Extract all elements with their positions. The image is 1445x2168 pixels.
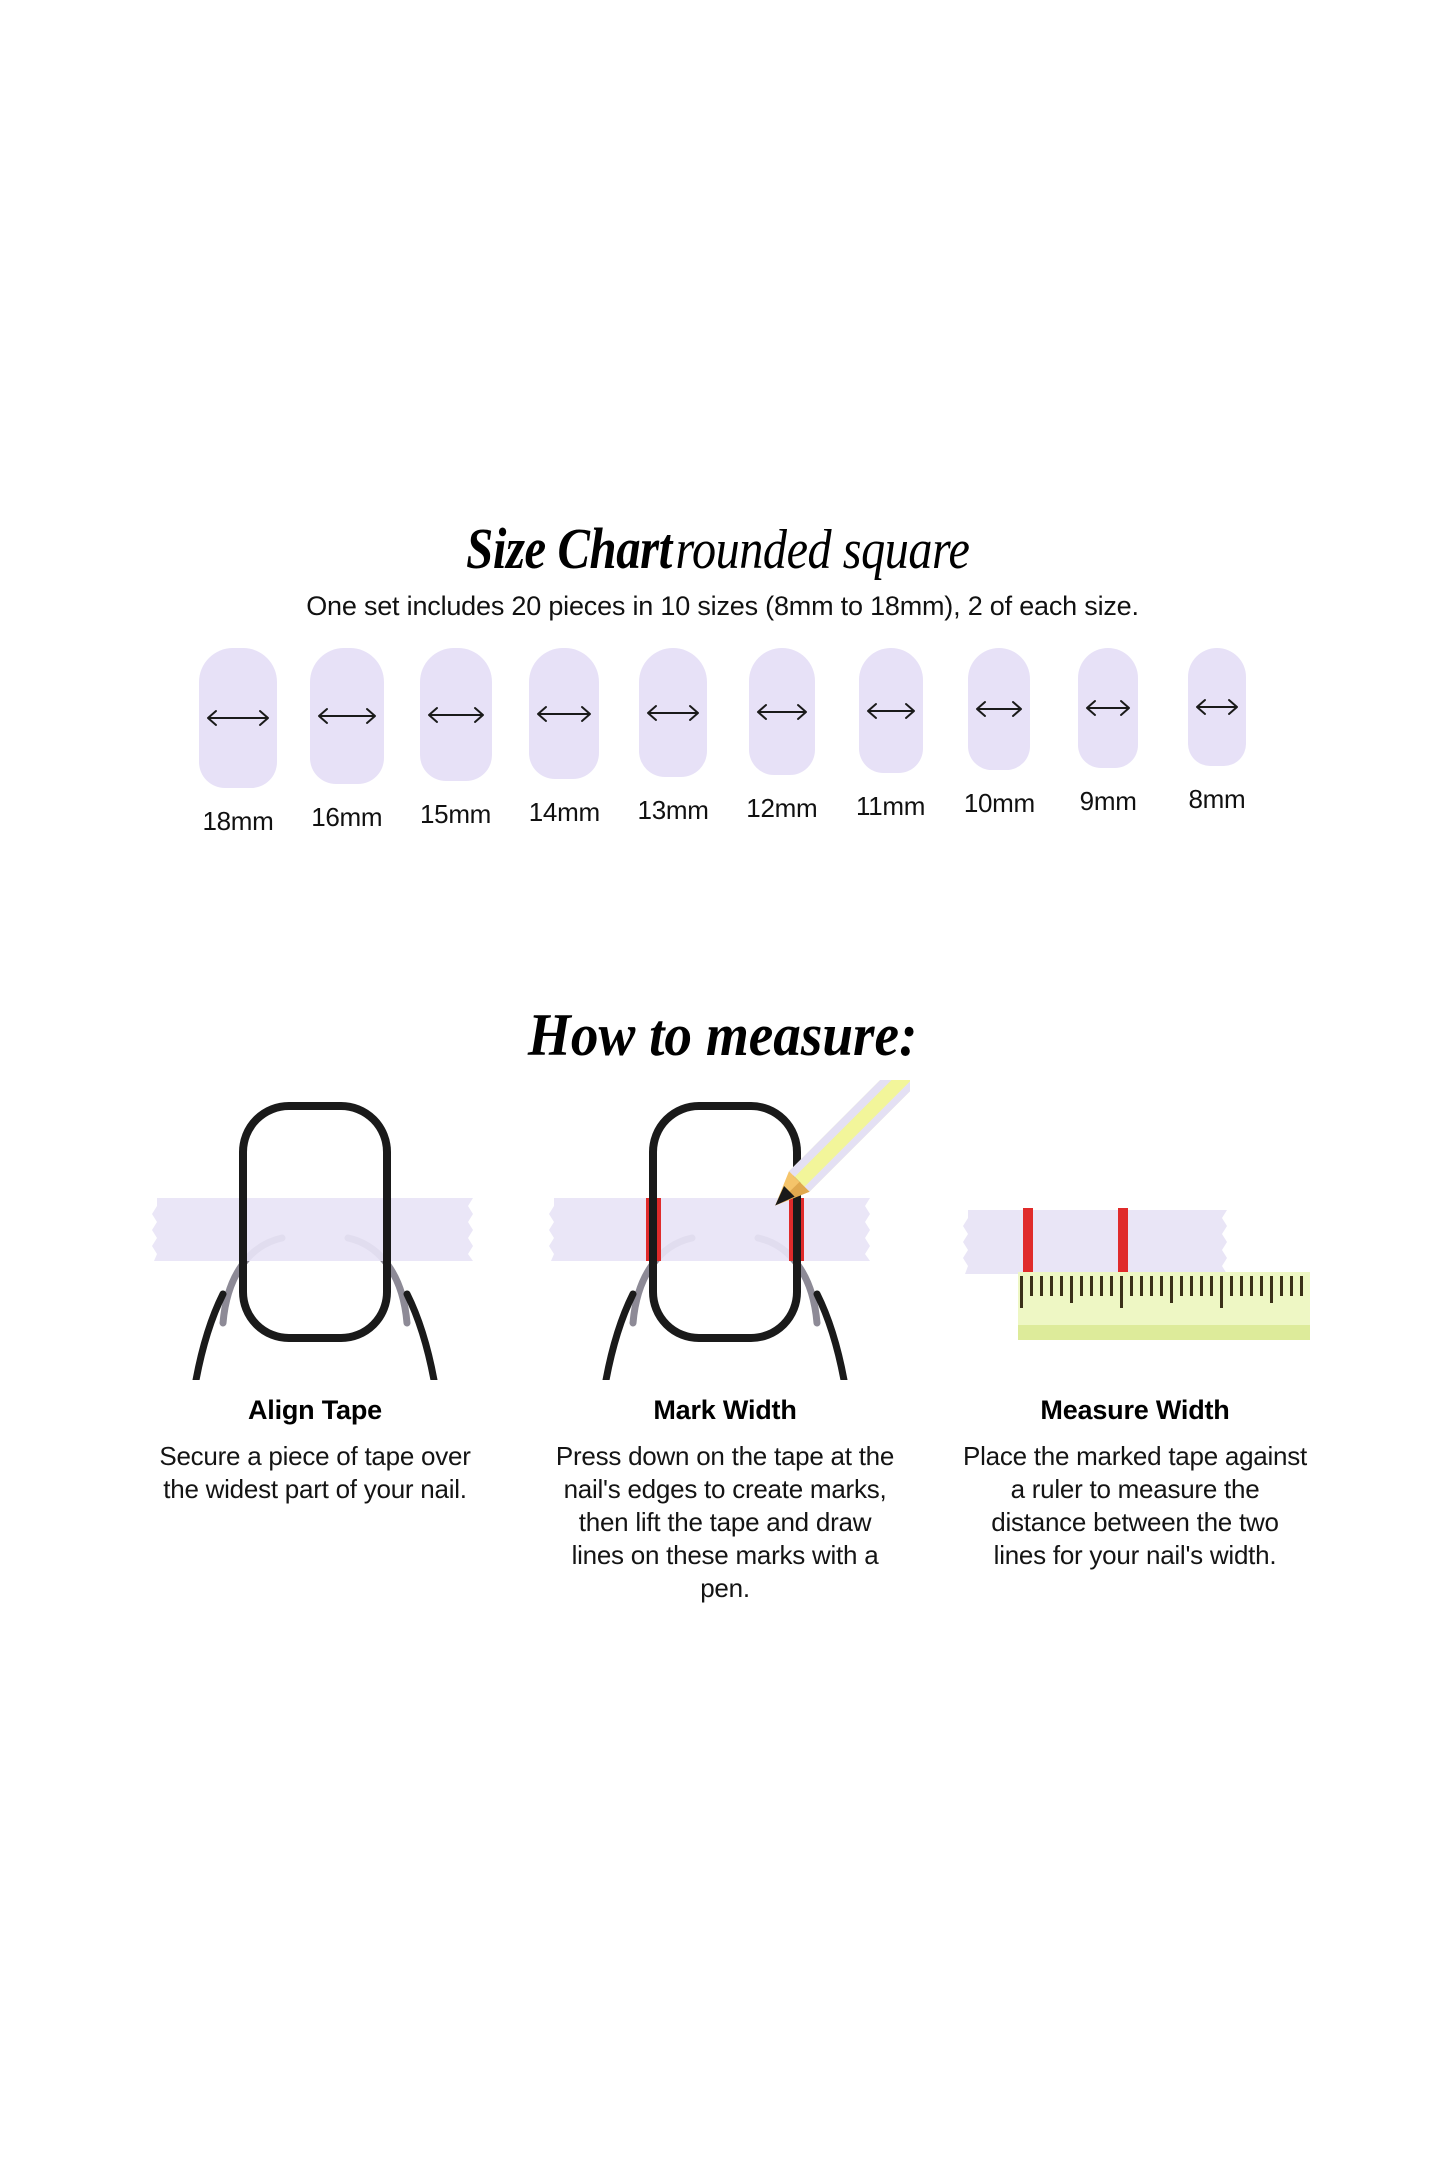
size-label: 14mm bbox=[528, 797, 600, 827]
size-label: 11mm bbox=[856, 791, 926, 821]
pencil-icon bbox=[775, 1080, 910, 1206]
size-label: 9mm bbox=[1079, 786, 1137, 816]
size-cell: 13mm bbox=[625, 648, 721, 825]
how-to-measure-heading-text: How to measure: bbox=[527, 1001, 918, 1068]
size-cell: 9mm bbox=[1060, 648, 1156, 816]
size-label: 8mm bbox=[1188, 784, 1246, 814]
step-mark-width: Mark Width Press down on the tape at the… bbox=[540, 1080, 910, 1605]
nail-swatch bbox=[748, 648, 815, 775]
width-arrow-icon bbox=[866, 702, 915, 719]
size-cell: 18mm bbox=[190, 648, 286, 836]
step-description: Place the marked tape against a ruler to… bbox=[963, 1441, 1307, 1570]
width-arrow-icon bbox=[207, 710, 269, 726]
ruler-base-strip bbox=[1018, 1325, 1310, 1340]
size-cell: 11mm bbox=[843, 648, 939, 821]
step-align-tape: Align Tape Secure a piece of tape over t… bbox=[130, 1080, 500, 1605]
nail-swatch bbox=[1078, 648, 1139, 768]
finger-right-edge bbox=[813, 1290, 848, 1380]
nail-swatch bbox=[968, 648, 1031, 770]
step-description: Secure a piece of tape over the widest p… bbox=[159, 1441, 471, 1504]
mark-width-svg bbox=[549, 1080, 910, 1380]
step-description: Press down on the tape at the nail's edg… bbox=[555, 1441, 895, 1603]
nail-outline bbox=[239, 1102, 391, 1342]
tape-strip bbox=[549, 1198, 870, 1261]
finger-left-edge bbox=[192, 1290, 227, 1380]
width-arrow-icon bbox=[1086, 700, 1131, 716]
step-title: Mark Width bbox=[653, 1395, 797, 1425]
width-arrow-icon bbox=[647, 704, 700, 721]
tape-strip bbox=[152, 1198, 473, 1261]
mark-width-illustration bbox=[540, 1080, 910, 1380]
width-arrow-icon bbox=[756, 703, 807, 720]
set-contents-subtitle: One set includes 20 pieces in 10 sizes (… bbox=[306, 591, 1139, 621]
finger-right-edge bbox=[403, 1290, 438, 1380]
mark-line-left bbox=[1023, 1208, 1033, 1274]
width-arrow-icon bbox=[427, 706, 484, 723]
width-arrow-icon bbox=[976, 701, 1023, 717]
nail-swatch bbox=[1187, 648, 1246, 766]
size-label: 13mm bbox=[637, 795, 709, 825]
size-cell: 10mm bbox=[951, 648, 1047, 818]
pencil-body bbox=[788, 1080, 910, 1192]
how-to-steps: Align Tape Secure a piece of tape over t… bbox=[130, 1080, 1320, 1605]
size-label: 16mm bbox=[311, 802, 383, 832]
size-cell: 14mm bbox=[516, 648, 612, 827]
pencil-body-highlight bbox=[788, 1080, 901, 1177]
width-arrow-icon bbox=[317, 708, 376, 724]
align-tape-illustration bbox=[130, 1080, 500, 1380]
nail-swatch bbox=[309, 648, 384, 784]
page-title-italic: rounded square bbox=[675, 518, 970, 581]
ruler-ticks bbox=[1020, 1276, 1303, 1308]
page-title-bold: Size Chart bbox=[466, 515, 672, 581]
step-title: Align Tape bbox=[247, 1395, 382, 1425]
size-label: 15mm bbox=[420, 799, 492, 829]
width-arrow-icon bbox=[1195, 699, 1238, 715]
mark-line-right bbox=[1118, 1208, 1128, 1274]
finger-left-edge bbox=[602, 1290, 637, 1380]
nail-swatch bbox=[858, 648, 923, 773]
step-title: Measure Width bbox=[1040, 1395, 1230, 1425]
size-label: 10mm bbox=[963, 788, 1035, 818]
measure-width-svg bbox=[963, 1208, 1310, 1340]
align-tape-svg bbox=[152, 1102, 473, 1380]
nail-swatch bbox=[199, 648, 277, 788]
width-arrow-icon bbox=[537, 705, 592, 722]
nail-swatch bbox=[529, 648, 600, 779]
nail-size-row: 18mm 16mm 15mm 14mm 13mm 12mm 11mm 10mm 9mm 8mm bbox=[190, 648, 1265, 838]
pencil-body-shadow bbox=[804, 1080, 910, 1192]
size-cell: 12mm bbox=[734, 648, 830, 823]
page-title: Size Chartrounded square bbox=[0, 516, 1445, 583]
nail-outline bbox=[649, 1102, 801, 1342]
how-to-measure-heading: How to measure: bbox=[0, 1000, 1445, 1070]
size-label: 12mm bbox=[746, 793, 818, 823]
pencil-tip bbox=[775, 1186, 795, 1206]
nail-swatch bbox=[639, 648, 708, 777]
nail-swatch bbox=[419, 648, 492, 781]
size-cell: 8mm bbox=[1169, 648, 1265, 814]
tape-strip bbox=[963, 1210, 1227, 1274]
size-cell: 16mm bbox=[299, 648, 395, 832]
measure-width-illustration bbox=[950, 1080, 1320, 1380]
size-cell: 15mm bbox=[408, 648, 504, 829]
step-measure-width: Measure Width Place the marked tape agai… bbox=[950, 1080, 1320, 1605]
size-label: 18mm bbox=[202, 806, 274, 836]
